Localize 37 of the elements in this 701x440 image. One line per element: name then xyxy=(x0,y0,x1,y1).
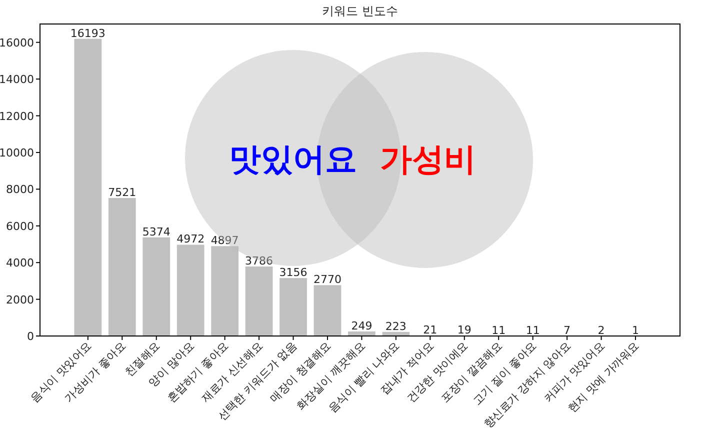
y-tick-label: 2000 xyxy=(6,293,34,306)
bar xyxy=(142,237,170,336)
y-tick-label: 0 xyxy=(27,330,34,343)
bar xyxy=(245,266,273,336)
data-label: 21 xyxy=(423,324,438,337)
y-tick-label: 12000 xyxy=(0,110,34,123)
data-label: 2770 xyxy=(313,273,342,286)
y-tick-label: 14000 xyxy=(0,73,34,86)
bar xyxy=(280,278,307,336)
y-tick-label: 10000 xyxy=(0,146,34,160)
bar xyxy=(211,246,239,336)
data-label: 3786 xyxy=(245,254,274,268)
bar xyxy=(176,244,204,336)
data-label: 19 xyxy=(457,324,472,337)
bar xyxy=(314,285,342,336)
y-tick-label: 16000 xyxy=(0,36,34,50)
data-label: 223 xyxy=(385,320,406,333)
chart-title: 키워드 빈도수 xyxy=(322,4,398,18)
y-tick-label: 6000 xyxy=(6,220,34,233)
data-label: 16193 xyxy=(70,26,106,40)
data-label: 11 xyxy=(492,324,506,337)
bar xyxy=(74,38,102,336)
annotation: 가성비 xyxy=(380,140,476,178)
data-label: 7 xyxy=(564,324,571,337)
y-tick-label: 4000 xyxy=(6,256,34,270)
data-label: 4972 xyxy=(176,232,205,246)
data-label: 3156 xyxy=(279,266,308,280)
bar xyxy=(108,198,136,336)
data-label: 4897 xyxy=(210,234,239,248)
data-label: 2 xyxy=(598,324,605,337)
data-label: 11 xyxy=(526,324,540,337)
data-label: 5374 xyxy=(142,225,170,238)
annotation: 맛있어요 xyxy=(229,140,357,178)
data-label: 7521 xyxy=(108,186,136,199)
data-label: 1 xyxy=(632,324,640,337)
y-tick-label: 8000 xyxy=(6,183,34,196)
data-label: 249 xyxy=(351,319,372,332)
